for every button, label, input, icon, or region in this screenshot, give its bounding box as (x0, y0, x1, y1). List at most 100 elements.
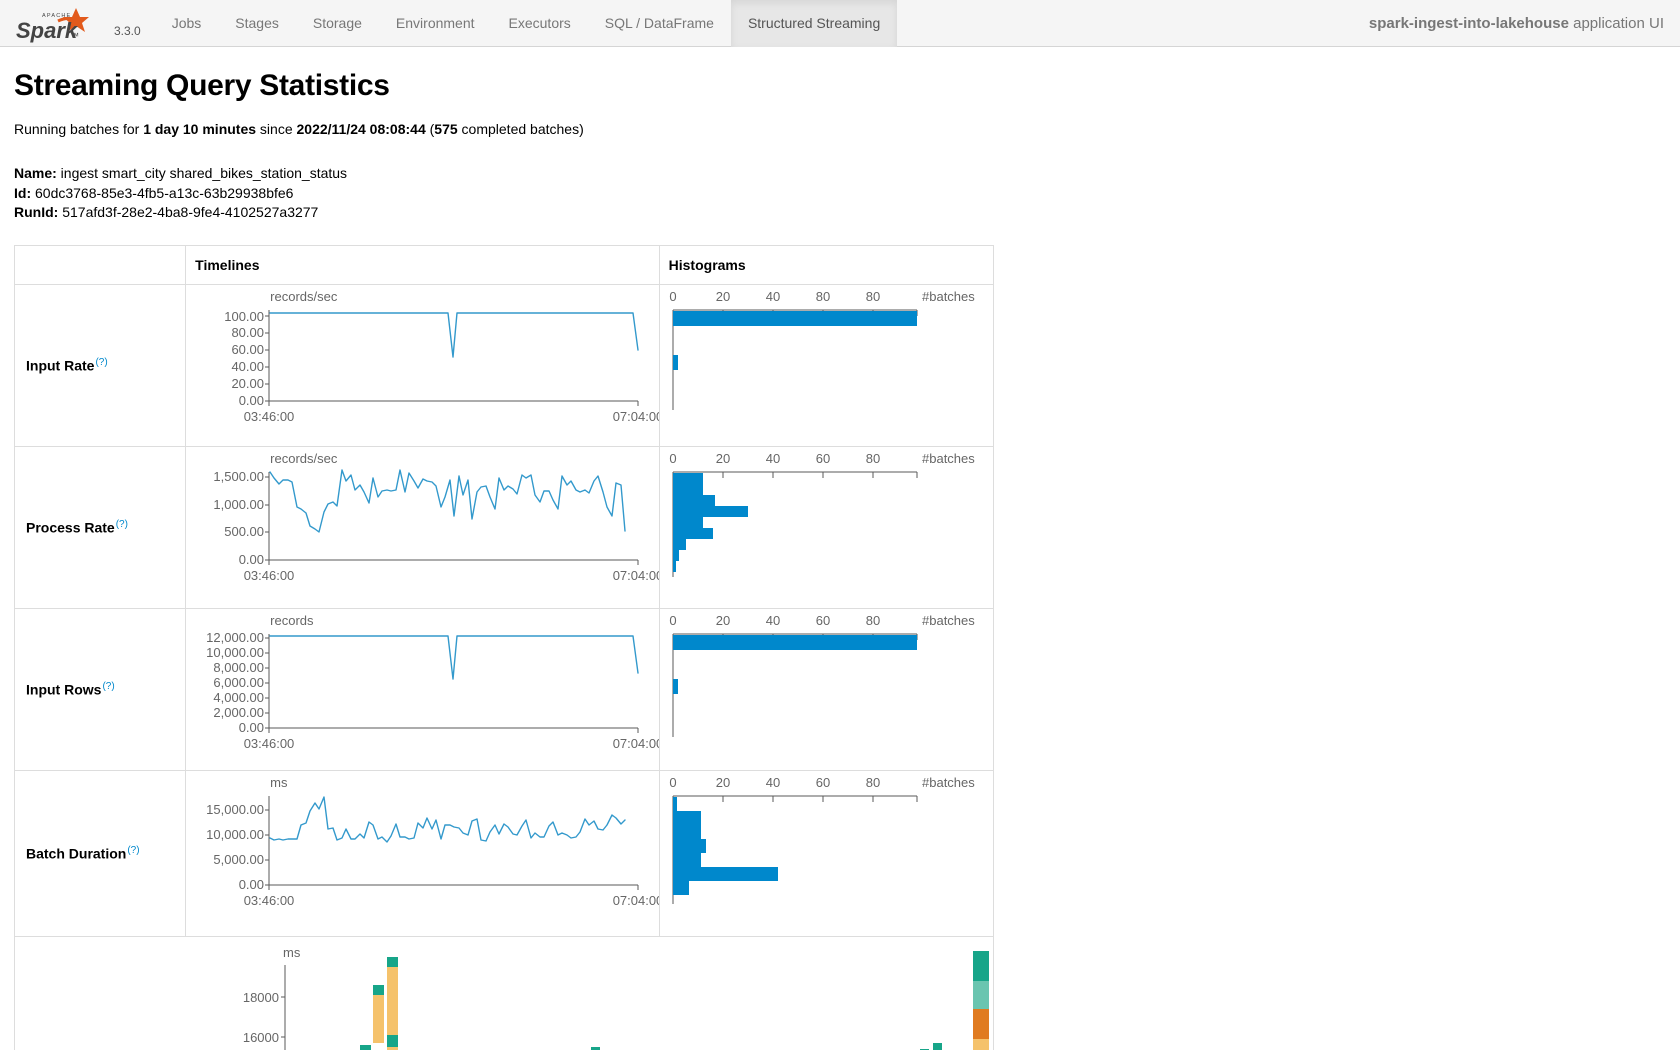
svg-text:#batches: #batches (922, 451, 975, 466)
timeline-cell-batch-duration[interactable]: ms 15,000.00 10,000.00 5,000.00 0.00 03:… (185, 769, 663, 937)
svg-text:500.00: 500.00 (224, 524, 264, 539)
query-name-row: Name: ingest smart_city shared_bikes_sta… (14, 164, 1666, 184)
svg-text:16000: 16000 (243, 1030, 279, 1045)
histogram-cell-process-rate[interactable]: 0 20 40 60 80 #batches (658, 445, 995, 609)
svg-text:60.00: 60.00 (232, 342, 265, 357)
query-id-label: Id: (14, 184, 32, 201)
query-runid-value: 517afd3f-28e2-4ba8-9fe4-4102527a3277 (58, 204, 319, 221)
help-icon-batch-duration[interactable]: (?) (127, 844, 140, 856)
running-open-paren: ( (425, 121, 435, 137)
svg-text:0: 0 (669, 613, 676, 628)
timeline-cell-process-rate[interactable]: records/sec 1,500.00 1,000.00 500.00 0.0… (185, 445, 664, 609)
svg-text:100.00: 100.00 (224, 309, 264, 324)
header-histograms: Histograms (658, 244, 995, 285)
input-rows-histogram-chart: 0 20 40 60 80 #batches (660, 609, 993, 770)
input-rate-timeline-svg: 100.00 80.00 60.00 40.00 20.00 0.00 03:4… (224, 309, 663, 424)
nav-item-executors[interactable]: Executors (508, 15, 571, 31)
table-row-input-rows: Input Rows(?) records 12,000.00 10,000.0… (13, 607, 995, 771)
batch-duration-timeline-chart: ms 15,000.00 10,000.00 5,000.00 0.00 03:… (186, 771, 663, 936)
histogram-cell-input-rate[interactable]: 0 20 40 80 80 #batches (658, 283, 995, 447)
svg-text:80: 80 (815, 289, 829, 304)
help-icon-process-rate[interactable]: (?) (115, 518, 128, 530)
svg-text:07:04:00: 07:04:00 (613, 893, 659, 908)
nav-item-jobs[interactable]: Jobs (171, 15, 202, 31)
top-navbar: APACHE Spark ™ 3.3.0 Jobs Stages Storage… (0, 0, 1680, 47)
page-title: Streaming Query Statistics (14, 69, 390, 102)
batch-duration-timeline-svg: 15,000.00 10,000.00 5,000.00 0.00 03:46:… (206, 795, 663, 908)
process-rate-timeline-chart: records/sec 1,500.00 1,000.00 500.00 0.0… (186, 447, 664, 608)
svg-text:07:04:00: 07:04:00 (613, 736, 659, 751)
query-name-label: Name: (14, 165, 57, 181)
timeline-cell-input-rate[interactable]: records/sec 100.00 80.00 60.00 40.00 20.… (185, 283, 663, 447)
histogram-cell-input-rows[interactable]: 0 20 40 60 80 #batches (658, 607, 995, 771)
svg-text:APACHE: APACHE (42, 13, 71, 19)
svg-text:40: 40 (765, 613, 779, 628)
query-metadata: Name: ingest smart_city shared_bikes_sta… (14, 164, 1666, 223)
app-name-label: spark-ingest-into-lakehouse (1368, 15, 1569, 32)
spark-logo-link[interactable]: APACHE Spark ™ 3.3.0 (0, 0, 141, 47)
streaming-statistics-table: Timelines Histograms Input Rate(?) recor… (13, 244, 995, 937)
svg-text:80: 80 (865, 451, 879, 466)
svg-text:03:46:00: 03:46:00 (244, 736, 295, 751)
input-rows-unit-label: records (270, 612, 314, 628)
svg-text:03:46:00: 03:46:00 (244, 893, 295, 908)
svg-text:20: 20 (715, 613, 729, 628)
table-row-batch-duration: Batch Duration(?) ms 15,000.00 10,000.00… (13, 769, 995, 937)
nav-item-structured-streaming[interactable]: Structured Streaming (730, 0, 898, 47)
svg-text:12,000.00: 12,000.00 (206, 630, 264, 645)
help-icon-input-rate[interactable]: (?) (95, 356, 108, 368)
svg-text:80: 80 (865, 775, 879, 790)
svg-text:15,000.00: 15,000.00 (206, 802, 264, 817)
table-row-input-rate: Input Rate(?) records/sec 100.00 80.00 6… (13, 283, 995, 447)
svg-text:#batches: #batches (922, 775, 975, 790)
running-prefix: Running batches for (14, 121, 144, 137)
nav-item-storage[interactable]: Storage (312, 15, 362, 31)
process-rate-unit-label: records/sec (270, 450, 338, 466)
input-rows-timeline-svg: 12,000.00 10,000.00 8,000.00 6,000.00 4,… (206, 630, 663, 751)
svg-text:#batches: #batches (922, 613, 975, 628)
svg-text:#batches: #batches (922, 289, 975, 304)
svg-text:60: 60 (815, 613, 829, 628)
svg-text:60: 60 (815, 451, 829, 466)
svg-text:80: 80 (865, 613, 879, 628)
operation-duration-unit-label: ms (283, 945, 301, 960)
help-icon-input-rows[interactable]: (?) (102, 680, 115, 692)
operation-duration-svg: ms 18000 16000 (243, 945, 989, 1050)
operation-duration-partial-chart[interactable]: ms 18000 16000 (14, 936, 994, 1050)
svg-text:40: 40 (765, 289, 779, 304)
svg-text:0.00: 0.00 (239, 877, 264, 892)
process-rate-histogram-svg: 0 20 40 60 80 #batches (669, 451, 975, 577)
nav-item-environment[interactable]: Environment (395, 15, 475, 31)
row-label-input-rate: Input Rate(?) (13, 283, 187, 447)
row-label-process-rate-text: Process Rate (26, 519, 115, 536)
nav-item-sql-dataframe[interactable]: SQL / DataFrame (604, 15, 714, 31)
input-rate-unit-label: records/sec (270, 288, 338, 304)
table-header-row: Timelines Histograms (13, 244, 995, 285)
svg-text:1,500.00: 1,500.00 (214, 469, 265, 484)
histogram-cell-batch-duration[interactable]: 0 20 40 60 80 #batches (658, 769, 995, 937)
svg-text:0: 0 (669, 775, 676, 790)
query-runid-row: RunId: 517afd3f-28e2-4ba8-9fe4-4102527a3… (14, 203, 1666, 223)
svg-text:5,000.00: 5,000.00 (214, 852, 265, 867)
svg-text:40: 40 (765, 451, 779, 466)
svg-text:20: 20 (715, 451, 729, 466)
batch-duration-histogram-chart: 0 20 40 60 80 #batches (660, 771, 993, 936)
svg-text:0.00: 0.00 (239, 720, 264, 735)
svg-text:40: 40 (765, 775, 779, 790)
header-blank (13, 244, 187, 285)
row-label-batch-duration-text: Batch Duration (26, 845, 127, 862)
svg-text:03:46:00: 03:46:00 (244, 409, 295, 424)
svg-text:03:46:00: 03:46:00 (244, 568, 295, 583)
batch-duration-histogram-svg: 0 20 40 60 80 #batches (669, 775, 975, 904)
svg-text:0.00: 0.00 (239, 393, 264, 408)
svg-text:1,000.00: 1,000.00 (214, 497, 265, 512)
query-id-row: Id: 60dc3768-85e3-4fb5-a13c-63b29938bfe6 (14, 184, 1666, 204)
svg-text:0: 0 (669, 289, 676, 304)
nav-item-stages[interactable]: Stages (235, 15, 279, 31)
timeline-cell-input-rows[interactable]: records 12,000.00 10,000.00 8,000.00 6,0… (185, 607, 663, 771)
svg-text:Spark: Spark (16, 18, 79, 43)
page-container: Streaming Query Statistics Running batch… (0, 69, 1680, 937)
spark-logo-icon: APACHE Spark ™ (14, 5, 110, 47)
row-label-batch-duration: Batch Duration(?) (13, 769, 187, 937)
svg-text:20.00: 20.00 (232, 376, 265, 391)
